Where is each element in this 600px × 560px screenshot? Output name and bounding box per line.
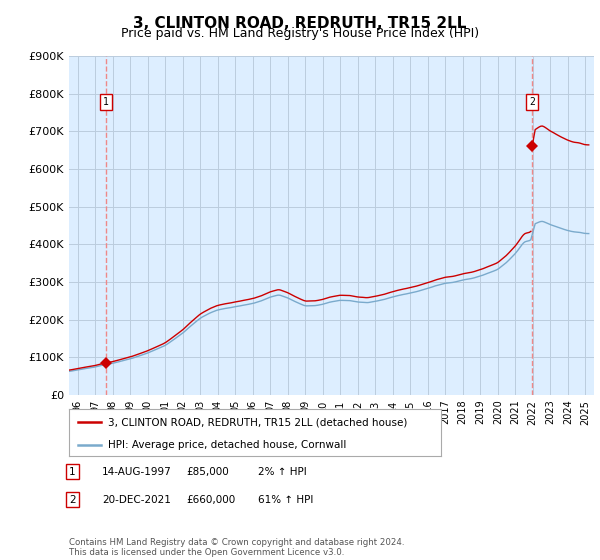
Text: 2: 2: [529, 97, 535, 107]
Text: HPI: Average price, detached house, Cornwall: HPI: Average price, detached house, Corn…: [108, 440, 346, 450]
Text: 61% ↑ HPI: 61% ↑ HPI: [258, 494, 313, 505]
Text: 3, CLINTON ROAD, REDRUTH, TR15 2LL (detached house): 3, CLINTON ROAD, REDRUTH, TR15 2LL (deta…: [108, 417, 407, 427]
Text: £660,000: £660,000: [186, 494, 235, 505]
Text: 1: 1: [103, 97, 109, 107]
Text: 3, CLINTON ROAD, REDRUTH, TR15 2LL: 3, CLINTON ROAD, REDRUTH, TR15 2LL: [133, 16, 467, 31]
Text: Price paid vs. HM Land Registry's House Price Index (HPI): Price paid vs. HM Land Registry's House …: [121, 27, 479, 40]
Text: 2: 2: [69, 494, 76, 505]
Text: Contains HM Land Registry data © Crown copyright and database right 2024.
This d: Contains HM Land Registry data © Crown c…: [69, 538, 404, 557]
Text: 1: 1: [69, 466, 76, 477]
Text: 20-DEC-2021: 20-DEC-2021: [102, 494, 171, 505]
Text: 14-AUG-1997: 14-AUG-1997: [102, 466, 172, 477]
Text: 2% ↑ HPI: 2% ↑ HPI: [258, 466, 307, 477]
Text: £85,000: £85,000: [186, 466, 229, 477]
